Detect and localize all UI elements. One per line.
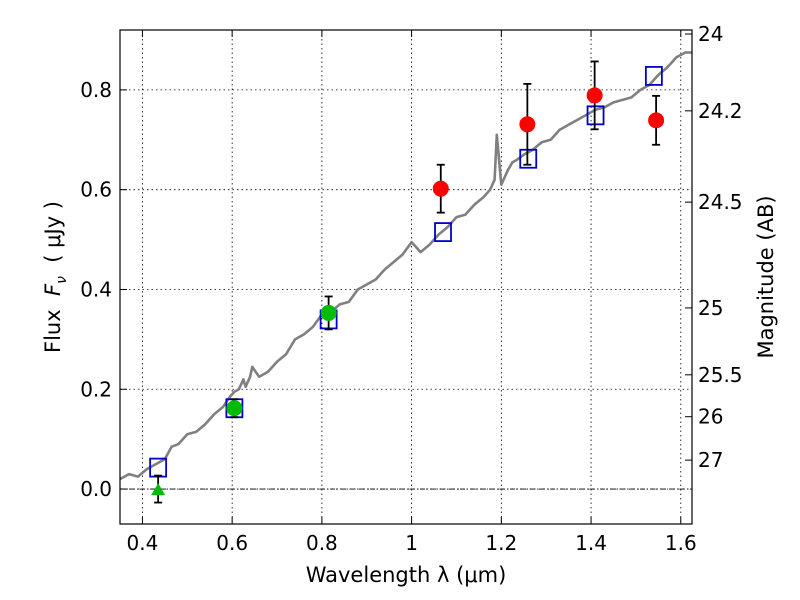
x-tick-label: 0.4 xyxy=(127,531,159,555)
mag-tick-label: 27 xyxy=(698,448,723,472)
x-tick-label: 0.6 xyxy=(216,531,248,555)
sed-template-line xyxy=(119,51,692,481)
mag-tick-label: 25.5 xyxy=(698,363,743,387)
observed-point-green xyxy=(226,400,243,417)
right-axis-label: Magnitude (AB) xyxy=(754,195,778,358)
y-tick-label: 0.4 xyxy=(80,277,112,301)
x-tick-label: 1.2 xyxy=(485,531,517,555)
model-flux-square xyxy=(434,222,452,242)
y-tick-label: 0.8 xyxy=(80,78,112,102)
x-axis-label: Wavelength λ (μm) xyxy=(306,563,507,587)
y-axis-label-subscript: ν xyxy=(54,276,70,284)
mag-tick-label: 24.2 xyxy=(698,99,743,123)
y-axis-label-variable: F xyxy=(41,283,65,296)
observed-point-red xyxy=(648,112,665,129)
y-axis-label-suffix: ( μJy ) xyxy=(41,201,65,276)
series-layer xyxy=(119,51,692,504)
observed-point-red xyxy=(586,87,603,104)
mag-tick-label: 25 xyxy=(698,296,723,320)
y-axis-label: Flux Fν ( μJy ) xyxy=(41,201,70,353)
y-tick-label: 0.0 xyxy=(80,477,112,501)
plot-frame xyxy=(119,29,693,525)
observed-point-red xyxy=(519,116,536,133)
upper-limit-triangle xyxy=(151,483,166,496)
mag-tick-label: 24.5 xyxy=(698,190,743,214)
y-axis-label-prefix: Flux xyxy=(41,296,65,353)
x-tick-label: 1.4 xyxy=(575,531,607,555)
grid-layer xyxy=(120,30,692,524)
y-tick-label: 0.6 xyxy=(80,178,112,202)
x-tick-label: 0.8 xyxy=(306,531,338,555)
model-flux-square xyxy=(644,66,663,86)
mag-tick-label: 26 xyxy=(698,405,723,429)
y-tick-label: 0.2 xyxy=(80,377,112,401)
mag-tick-label: 24 xyxy=(698,22,723,46)
observed-point-green xyxy=(320,304,337,321)
x-tick-label: 1 xyxy=(405,531,418,555)
x-tick-label: 1.6 xyxy=(665,531,697,555)
tick-layer: 0.4 0.6 0.8 1 1.2 1.4 1.6 0.0 0.2 0.4 0.6 0.8 24 24.2… xyxy=(80,22,742,555)
observed-point-red xyxy=(432,180,449,197)
